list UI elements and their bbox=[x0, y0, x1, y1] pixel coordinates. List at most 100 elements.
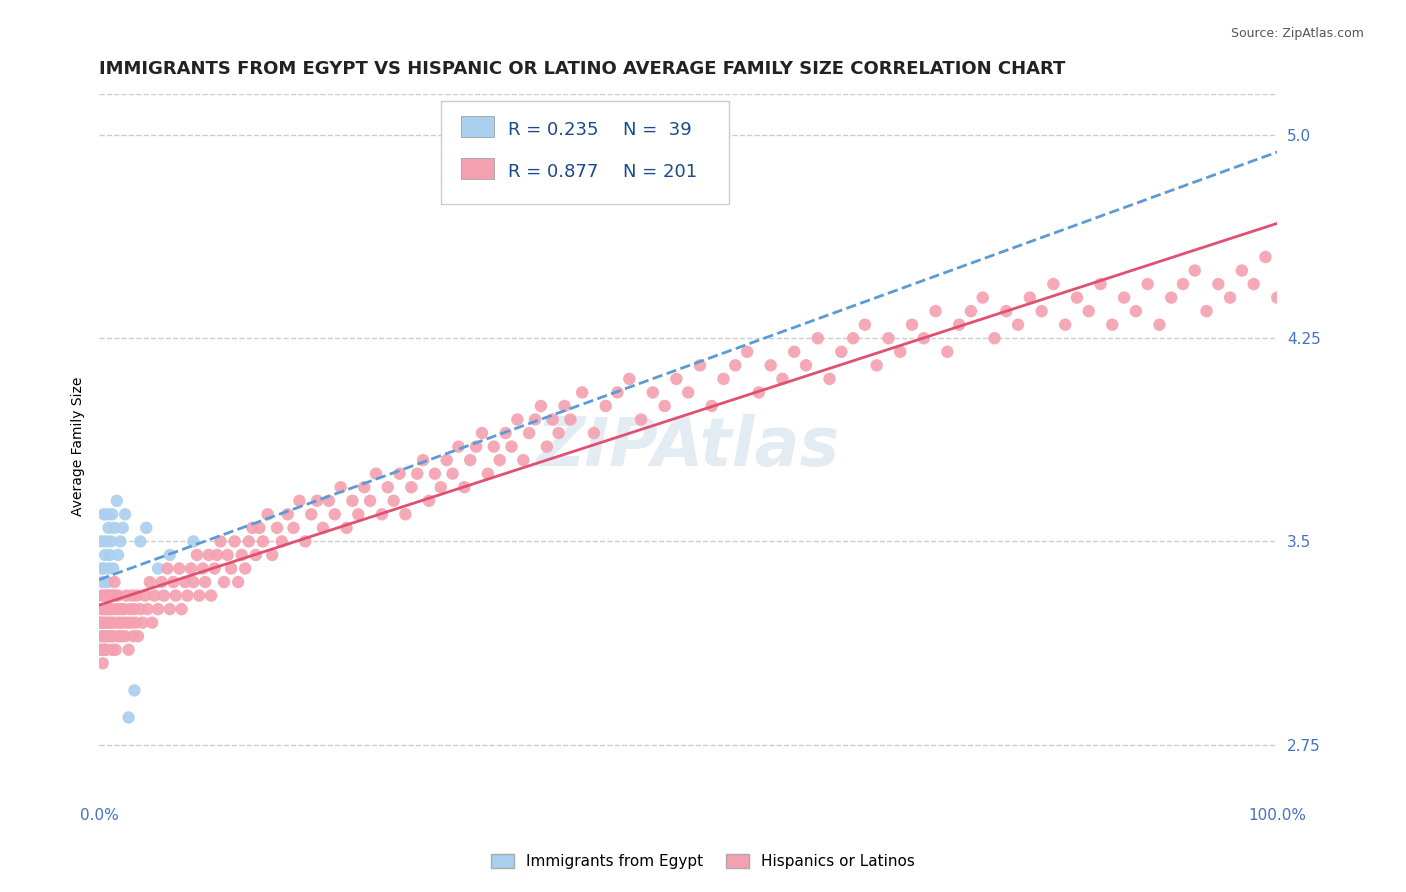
Point bbox=[1077, 304, 1099, 318]
Point bbox=[517, 425, 540, 440]
Point bbox=[877, 331, 900, 345]
Point bbox=[477, 467, 499, 481]
Point bbox=[108, 615, 131, 630]
Point bbox=[364, 467, 387, 481]
Point bbox=[94, 602, 117, 616]
Point bbox=[553, 399, 575, 413]
Point bbox=[277, 508, 299, 522]
Point bbox=[1090, 277, 1112, 291]
Point bbox=[107, 589, 129, 603]
Point bbox=[146, 561, 169, 575]
Point bbox=[94, 589, 117, 603]
Point bbox=[401, 480, 423, 494]
Point bbox=[224, 534, 246, 549]
Point bbox=[1265, 291, 1288, 305]
Point bbox=[150, 575, 173, 590]
Point bbox=[96, 508, 118, 522]
Point bbox=[194, 575, 217, 590]
Point bbox=[1219, 291, 1241, 305]
Point bbox=[530, 399, 553, 413]
Point bbox=[377, 480, 399, 494]
Point bbox=[97, 561, 120, 575]
Point bbox=[571, 385, 593, 400]
Point bbox=[1243, 277, 1265, 291]
Point bbox=[94, 548, 117, 562]
Point bbox=[124, 615, 146, 630]
Point bbox=[100, 589, 122, 603]
Point bbox=[1195, 304, 1218, 318]
Point bbox=[90, 629, 112, 643]
Point bbox=[299, 508, 322, 522]
Point bbox=[101, 508, 124, 522]
Point bbox=[406, 467, 429, 481]
Point bbox=[105, 602, 128, 616]
Point bbox=[700, 399, 723, 413]
Point bbox=[107, 629, 129, 643]
Point bbox=[770, 372, 793, 386]
Point bbox=[382, 493, 405, 508]
Point bbox=[103, 629, 125, 643]
Text: Source: ZipAtlas.com: Source: ZipAtlas.com bbox=[1230, 27, 1364, 40]
Point bbox=[97, 589, 120, 603]
Point bbox=[453, 480, 475, 494]
Point bbox=[842, 331, 865, 345]
Point bbox=[329, 480, 352, 494]
Point bbox=[103, 521, 125, 535]
Point bbox=[96, 534, 118, 549]
Point bbox=[93, 615, 115, 630]
Point bbox=[1101, 318, 1123, 332]
Point bbox=[139, 575, 162, 590]
Point bbox=[132, 615, 155, 630]
Point bbox=[394, 508, 416, 522]
Y-axis label: Average Family Size: Average Family Size bbox=[72, 377, 86, 516]
Point bbox=[170, 602, 193, 616]
Point bbox=[114, 629, 136, 643]
Point bbox=[342, 493, 364, 508]
Point bbox=[471, 425, 494, 440]
Point bbox=[1007, 318, 1029, 332]
Point bbox=[134, 589, 156, 603]
Point bbox=[735, 344, 758, 359]
Point bbox=[188, 589, 211, 603]
Point bbox=[606, 385, 628, 400]
Point bbox=[90, 642, 112, 657]
Point bbox=[1230, 263, 1253, 277]
Point bbox=[117, 710, 139, 724]
Point bbox=[307, 493, 329, 508]
Point bbox=[359, 493, 381, 508]
Point bbox=[110, 629, 132, 643]
Point bbox=[1112, 291, 1135, 305]
Point bbox=[458, 453, 481, 467]
Point bbox=[447, 440, 470, 454]
Text: R = 0.877: R = 0.877 bbox=[508, 163, 599, 181]
Point bbox=[104, 642, 127, 657]
Point bbox=[995, 304, 1018, 318]
Point bbox=[91, 657, 114, 671]
Point bbox=[256, 508, 278, 522]
Text: N =  39: N = 39 bbox=[623, 121, 692, 139]
Point bbox=[312, 521, 335, 535]
Point bbox=[100, 534, 122, 549]
Point bbox=[423, 467, 446, 481]
Point bbox=[97, 615, 120, 630]
Point bbox=[901, 318, 924, 332]
Point bbox=[209, 534, 232, 549]
Point bbox=[104, 589, 127, 603]
Point bbox=[98, 548, 121, 562]
Point bbox=[506, 412, 529, 426]
Point bbox=[1054, 318, 1077, 332]
Point bbox=[98, 602, 121, 616]
Point bbox=[429, 480, 451, 494]
Point bbox=[91, 629, 114, 643]
Point bbox=[412, 453, 434, 467]
Point bbox=[482, 440, 505, 454]
Point bbox=[129, 534, 152, 549]
Point bbox=[89, 642, 111, 657]
Point bbox=[183, 575, 205, 590]
Point bbox=[100, 615, 122, 630]
Point bbox=[266, 521, 288, 535]
Point bbox=[212, 575, 235, 590]
Point bbox=[418, 493, 440, 508]
Point bbox=[114, 508, 136, 522]
Point bbox=[560, 412, 582, 426]
